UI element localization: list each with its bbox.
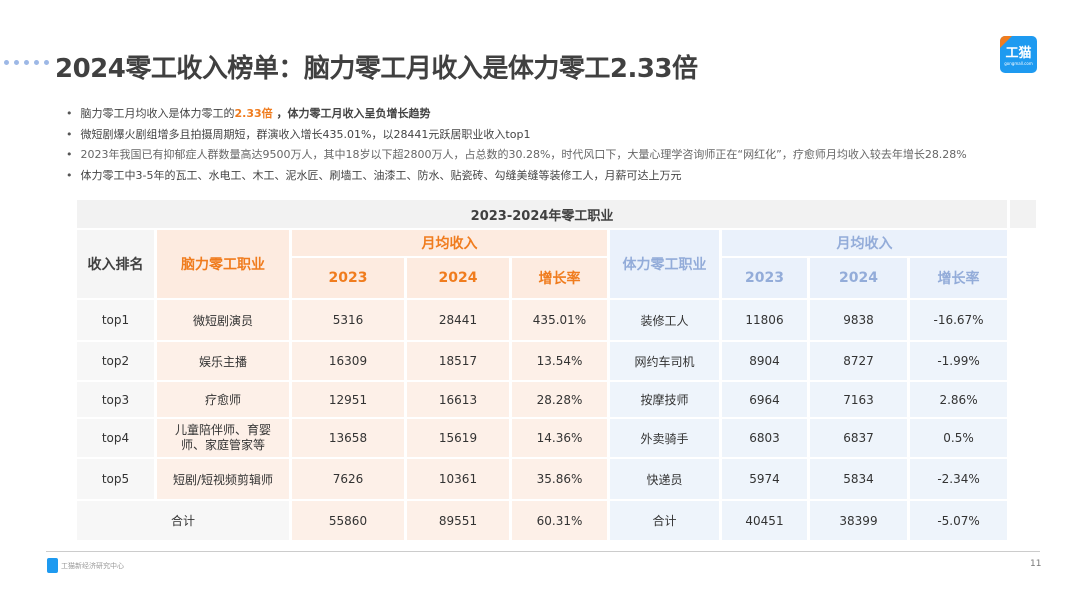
- rank-cell: top1: [77, 300, 155, 342]
- cell: 0.5%: [910, 419, 1009, 459]
- cell: 12951: [292, 382, 405, 419]
- cell: 短剧/短视频剪辑师: [157, 459, 290, 501]
- income-ranking-table: 2023-2024年零工职业 收入排名 脑力零工职业 月均收入 体力零工职业 月…: [75, 200, 1039, 542]
- cell: 娱乐主播: [157, 342, 290, 382]
- table-row: top5 短剧/短视频剪辑师 7626 10361 35.86% 快递员 5974 5834-…: [77, 459, 1037, 501]
- bullet-list: 脑力零工月均收入是体力零工的2.33倍 ，体力零工月收入呈负增长趋势 微短剧爆火…: [66, 104, 967, 186]
- rank-cell: top4: [77, 419, 155, 459]
- total-row: 合计 55860 89551 60.31% 合计 40451 38399 -5.…: [77, 501, 1037, 542]
- table-spacer: [1010, 230, 1038, 300]
- cell: 11806: [722, 300, 808, 342]
- cell: 按摩技师: [610, 382, 720, 419]
- cell: 60.31%: [512, 501, 608, 542]
- table-row: top3 疗愈师 12951 16613 28.28% 按摩技师 6964 7163 2.86%: [77, 382, 1037, 419]
- cell: 9838: [810, 300, 908, 342]
- page-number: 11: [1030, 559, 1042, 569]
- cell: 2.86%: [910, 382, 1009, 419]
- cell: 疗愈师: [157, 382, 290, 419]
- cell: 5834: [810, 459, 908, 501]
- cell: 8727: [810, 342, 908, 382]
- table-row: top2 娱乐主播 16309 18517 13.54% 网约车司机 8904 8727 -1.…: [77, 342, 1037, 382]
- cell: 13658: [292, 419, 405, 459]
- mental-2023-header: 2023: [292, 258, 405, 300]
- cell: 6837: [810, 419, 908, 459]
- table-row: top4 儿童陪伴师、育婴师、家庭管家等 13658 15619 14.36% 外卖骑手 6…: [77, 419, 1037, 459]
- cell: 5316: [292, 300, 405, 342]
- footer-divider: [46, 551, 1040, 552]
- cell: 微短剧演员: [157, 300, 290, 342]
- cell: 38399: [810, 501, 908, 542]
- title-dots-decoration: [4, 60, 49, 65]
- mental-occupation-header: 脑力零工职业: [157, 230, 290, 300]
- cell: -1.99%: [910, 342, 1009, 382]
- cell: 6964: [722, 382, 808, 419]
- cell: 28441: [407, 300, 510, 342]
- cell: 8904: [722, 342, 808, 382]
- footer-org: 工猫新经济研究中心: [61, 562, 124, 570]
- cell: 16309: [292, 342, 405, 382]
- cell: -5.07%: [910, 501, 1009, 542]
- cell: 35.86%: [512, 459, 608, 501]
- mental-income-header: 月均收入: [292, 230, 608, 258]
- bullet-item: 微短剧爆火剧组增多且拍摄周期短，群演收入增长435.01%，以28441元跃居职…: [66, 125, 967, 146]
- table-title: 2023-2024年零工职业: [77, 200, 1009, 230]
- rank-header: 收入排名: [77, 230, 155, 300]
- physical-2023-header: 2023: [722, 258, 808, 300]
- cell: -16.67%: [910, 300, 1009, 342]
- cell: 13.54%: [512, 342, 608, 382]
- cell: 55860: [292, 501, 405, 542]
- cell: 40451: [722, 501, 808, 542]
- page-title: 2024零工收入榜单：脑力零工月收入是体力零工2.33倍: [55, 54, 698, 84]
- cell: 15619: [407, 419, 510, 459]
- rank-cell: top3: [77, 382, 155, 419]
- physical-income-header: 月均收入: [722, 230, 1009, 258]
- table-row: top1 微短剧演员 5316 28441 435.01% 装修工人 11806 9838 -1…: [77, 300, 1037, 342]
- cell: -2.34%: [910, 459, 1009, 501]
- rank-cell: top2: [77, 342, 155, 382]
- rank-cell: top5: [77, 459, 155, 501]
- cell: 儿童陪伴师、育婴师、家庭管家等: [157, 419, 290, 459]
- cell: 28.28%: [512, 382, 608, 419]
- mental-rate-header: 增长率: [512, 258, 608, 300]
- building-icon: [47, 558, 58, 573]
- cell: 7163: [810, 382, 908, 419]
- cell: 14.36%: [512, 419, 608, 459]
- physical-rate-header: 增长率: [910, 258, 1009, 300]
- cell: 快递员: [610, 459, 720, 501]
- table-title-spacer: [1010, 200, 1038, 230]
- total-label: 合计: [77, 501, 290, 542]
- mental-2024-header: 2024: [407, 258, 510, 300]
- cell: 435.01%: [512, 300, 608, 342]
- physical-occupation-header: 体力零工职业: [610, 230, 720, 300]
- bullet-item: 2023年我国已有抑郁症人群数量高达9500万人，其中18岁以下超2800万人，…: [66, 145, 967, 166]
- cell: 外卖骑手: [610, 419, 720, 459]
- bullet-item: 脑力零工月均收入是体力零工的2.33倍 ，体力零工月收入呈负增长趋势: [66, 104, 967, 125]
- cell: 89551: [407, 501, 510, 542]
- cell: 合计: [610, 501, 720, 542]
- cell: 10361: [407, 459, 510, 501]
- cell: 7626: [292, 459, 405, 501]
- cell: 16613: [407, 382, 510, 419]
- cell: 5974: [722, 459, 808, 501]
- cell: 装修工人: [610, 300, 720, 342]
- bullet-item: 体力零工中3-5年的瓦工、水电工、木工、泥水匠、刷墙工、油漆工、防水、贴瓷砖、勾…: [66, 166, 967, 187]
- cell: 网约车司机: [610, 342, 720, 382]
- physical-2024-header: 2024: [810, 258, 908, 300]
- cell: 18517: [407, 342, 510, 382]
- cell: 6803: [722, 419, 808, 459]
- gongmall-logo: 工猫 gongmall.com: [1000, 36, 1037, 73]
